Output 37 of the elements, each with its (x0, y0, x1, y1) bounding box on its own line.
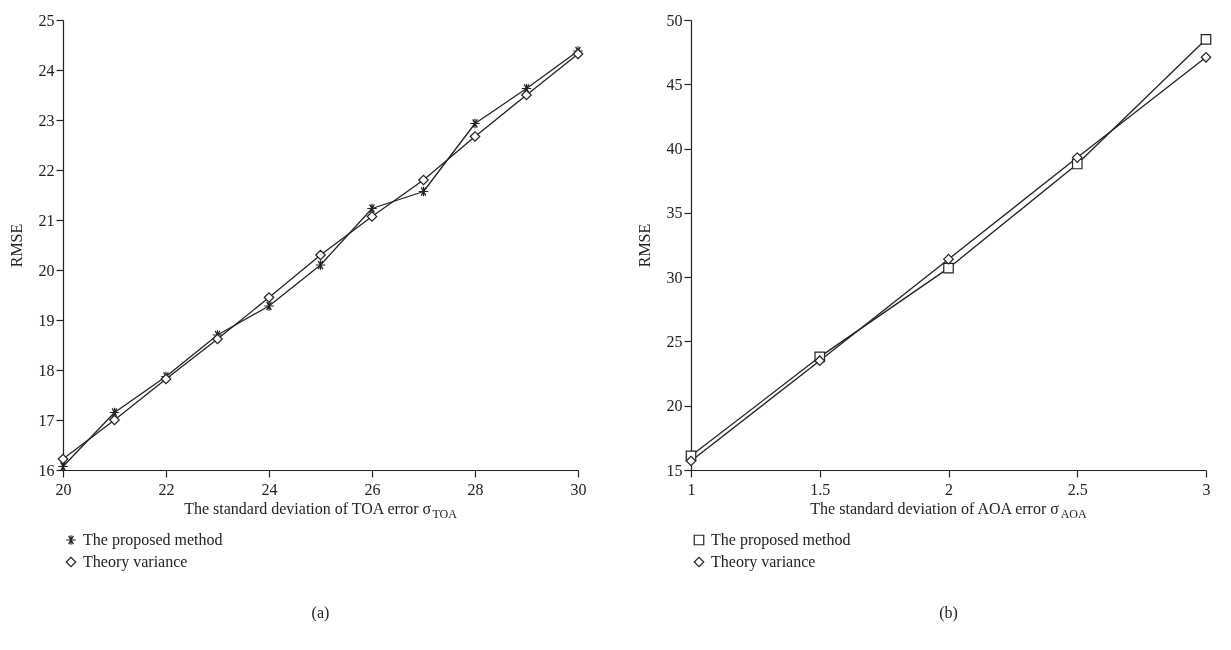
y-tick-label: 20 (38, 261, 55, 279)
x-tick-label: 28 (467, 480, 484, 498)
x-tick-label: 22 (158, 480, 175, 498)
x-tick-label: 30 (570, 480, 587, 498)
y-axis-title: RMSE (635, 223, 653, 268)
legend-label: The proposed method (83, 531, 223, 549)
y-tick-label: 35 (666, 204, 683, 222)
y-tick-label: 20 (666, 397, 683, 415)
y-tick-label: 50 (666, 11, 683, 29)
x-tick-label: 3 (1202, 480, 1211, 498)
x-tick-label: 1 (687, 480, 696, 498)
y-tick-label: 25 (38, 11, 55, 29)
y-tick-label: 18 (38, 361, 55, 379)
y-tick-label: 21 (38, 211, 55, 229)
y-tick-label: 45 (666, 75, 683, 93)
x-tick-label: 24 (261, 480, 278, 498)
legend-label: The proposed method (711, 531, 851, 549)
y-axis-title: RMSE (7, 223, 25, 268)
y-tick-label: 23 (38, 111, 55, 129)
y-tick-label: 30 (666, 268, 683, 286)
text: (b) (939, 604, 958, 622)
x-tick-label: 20 (55, 480, 72, 498)
y-tick-label: 40 (666, 140, 683, 158)
x-tick-label: 2 (945, 480, 953, 498)
legend-label: Theory variance (83, 553, 188, 571)
y-tick-label: 16 (38, 461, 55, 479)
y-tick-label: 15 (666, 461, 683, 479)
y-tick-label: 17 (38, 411, 55, 429)
x-tick-label: 2.5 (1067, 480, 1088, 498)
y-tick-label: 19 (38, 311, 55, 329)
x-tick-label: 1.5 (810, 480, 831, 498)
text: (a) (311, 604, 330, 622)
legend-label: Theory variance (711, 553, 816, 571)
y-tick-label: 24 (38, 61, 55, 79)
y-tick-label: 22 (38, 161, 55, 179)
y-tick-label: 25 (666, 332, 683, 350)
x-tick-label: 26 (364, 480, 381, 498)
